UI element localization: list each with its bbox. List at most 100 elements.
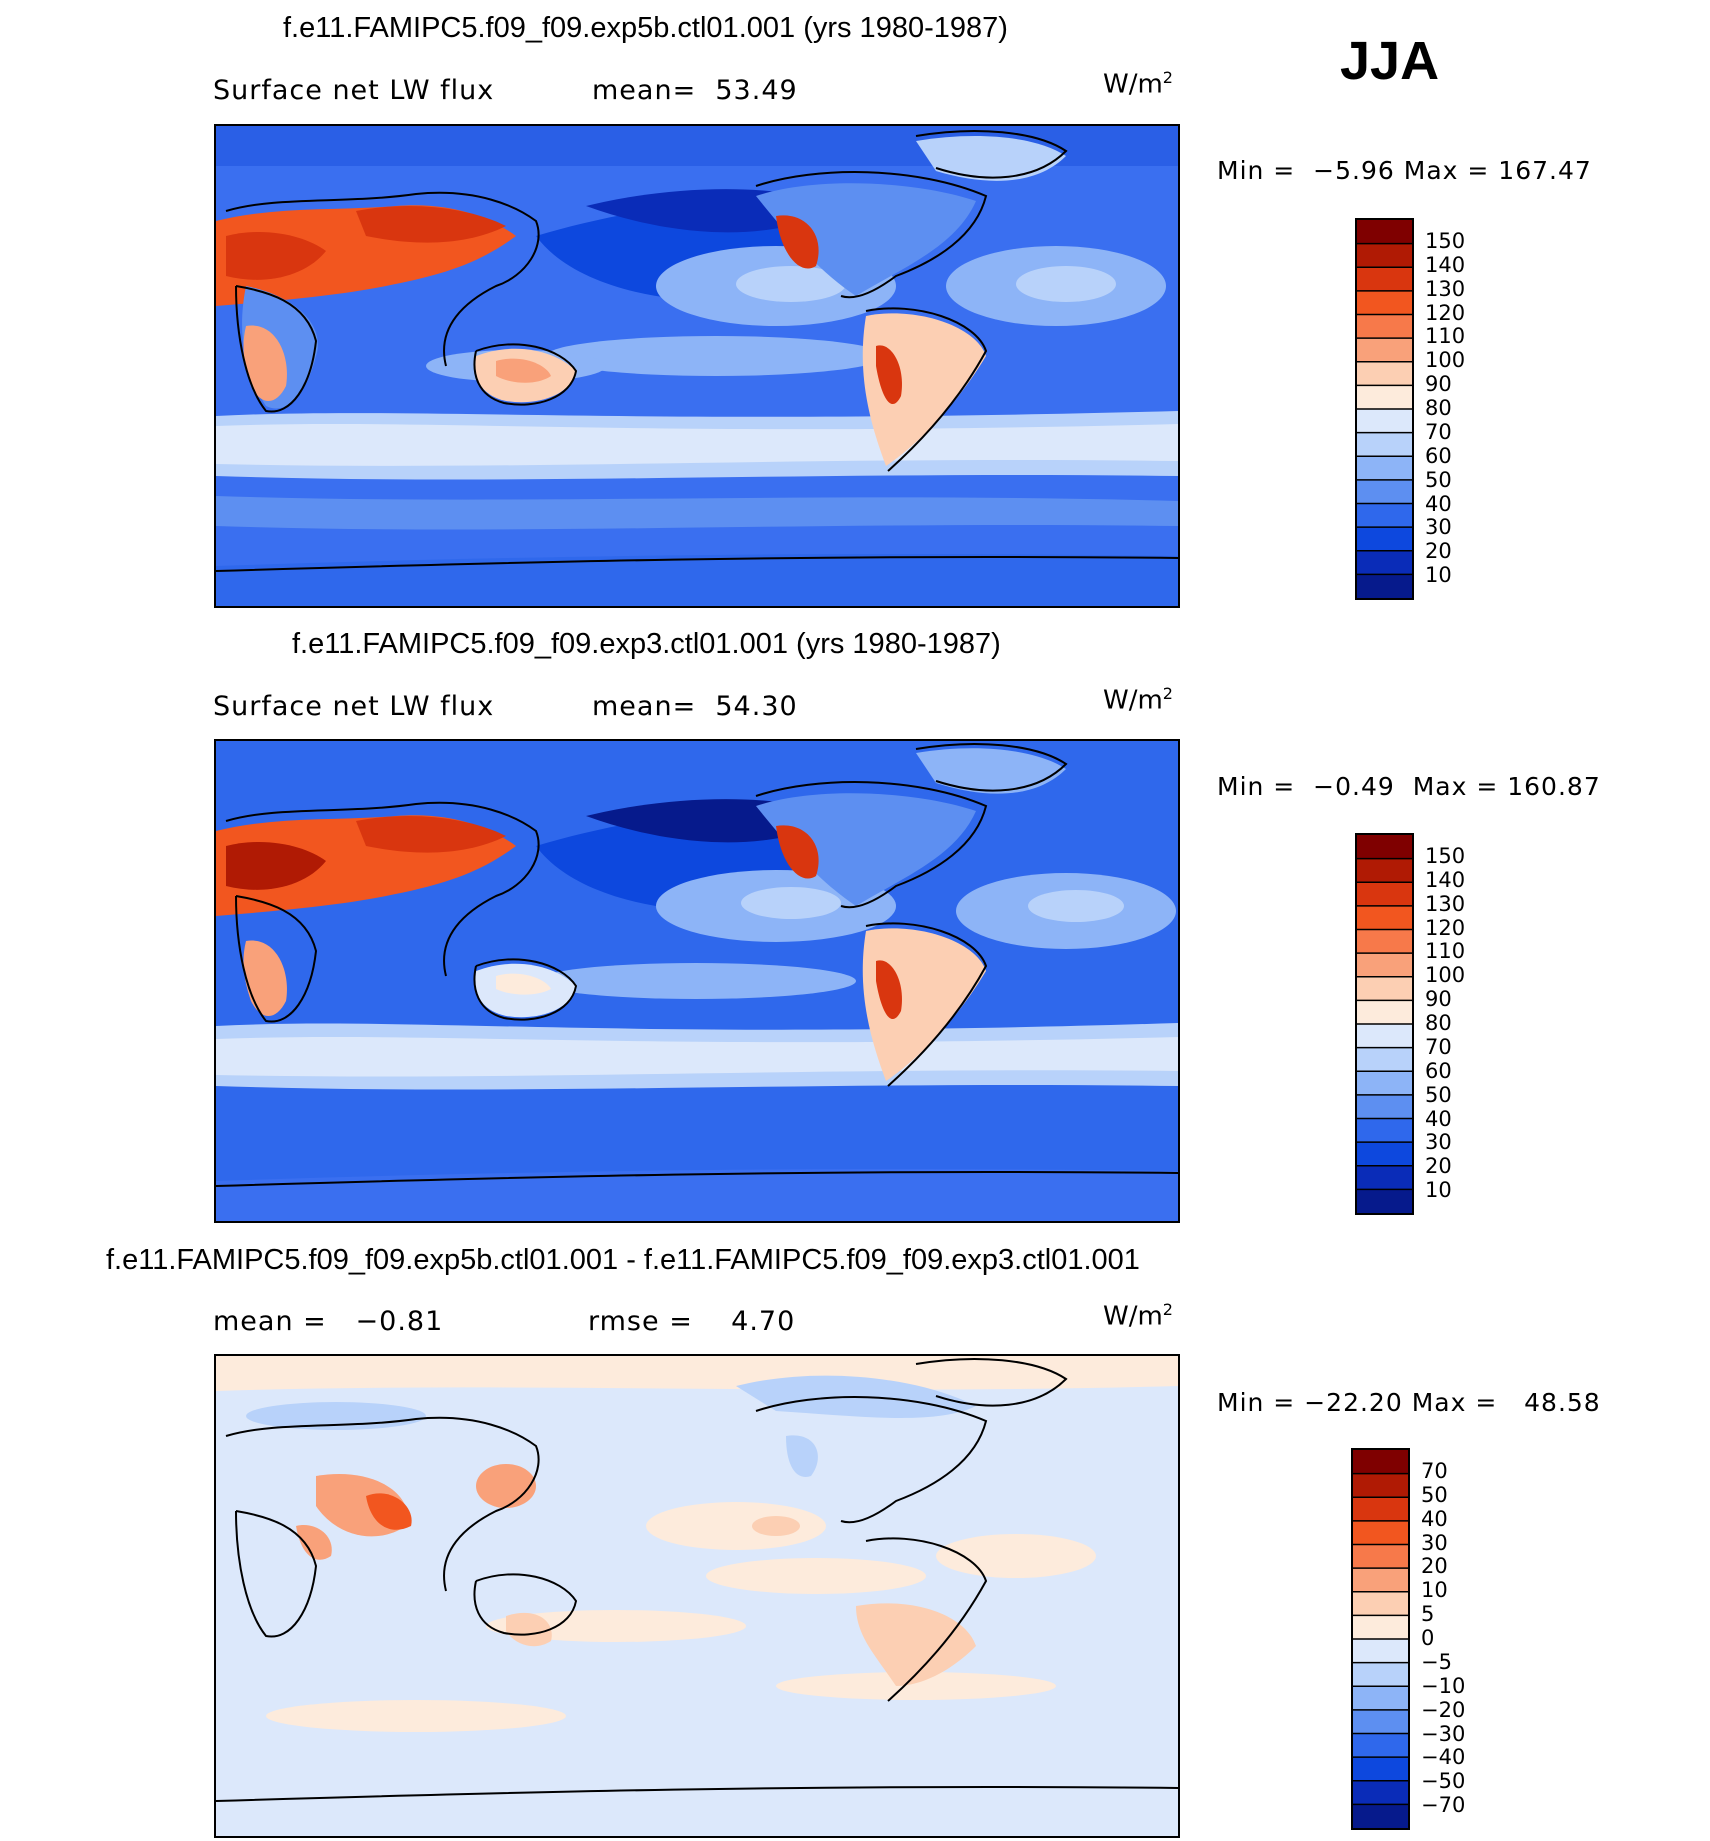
colorbar-swatch [1357, 882, 1412, 907]
panel-3-map-svg [216, 1356, 1178, 1836]
panel-3-colorbar [1351, 1448, 1410, 1830]
panel-3-mean: mean = −0.81 [213, 1306, 444, 1337]
colorbar-swatch [1357, 385, 1412, 410]
colorbar-tick-label: 0 [1421, 1626, 1435, 1650]
panel-2-unit: W/m2 [1103, 684, 1173, 716]
colorbar-swatch [1357, 835, 1412, 860]
panel-1-map-svg [216, 126, 1178, 606]
colorbar-swatch [1353, 1450, 1408, 1475]
panel-3-map [214, 1354, 1180, 1838]
panel-2-mean: mean= 54.30 [592, 691, 798, 722]
colorbar-tick-label: 140 [1425, 867, 1466, 892]
panel-1-colorbar [1355, 218, 1414, 600]
colorbar-swatch [1357, 905, 1412, 930]
colorbar-swatch [1353, 1709, 1408, 1734]
colorbar-swatch [1357, 1189, 1412, 1214]
colorbar-swatch [1357, 550, 1412, 575]
panel-2-variable: Surface net LW flux [213, 691, 495, 722]
colorbar-tick-label: 10 [1425, 563, 1452, 588]
colorbar-swatch [1357, 290, 1412, 315]
colorbar-tick-label: 110 [1425, 939, 1466, 964]
colorbar-swatch [1353, 1733, 1408, 1758]
colorbar-swatch [1357, 1047, 1412, 1072]
colorbar-tick-label: 40 [1425, 1106, 1452, 1131]
colorbar-tick-label: 50 [1425, 1082, 1452, 1107]
colorbar-swatch [1357, 432, 1412, 457]
panel-2-map-svg [216, 741, 1178, 1221]
colorbar-tick-label: 20 [1421, 1554, 1448, 1579]
colorbar-swatch [1357, 1165, 1412, 1190]
panel-1-title: f.e11.FAMIPC5.f09_f09.exp5b.ctl01.001 (y… [283, 12, 1008, 44]
colorbar-tick-label: 10 [1421, 1578, 1448, 1603]
panel-1-colorbar-svg [1357, 220, 1412, 599]
colorbar-tick-label: 50 [1421, 1482, 1448, 1507]
colorbar-tick-label: −10 [1421, 1673, 1466, 1698]
colorbar-swatch [1357, 858, 1412, 883]
colorbar-swatch [1353, 1686, 1408, 1711]
panel-3-unit: W/m2 [1103, 1300, 1173, 1332]
colorbar-swatch [1357, 976, 1412, 1001]
panel-1-unit: W/m2 [1103, 68, 1173, 100]
panel-1-map [214, 124, 1180, 608]
colorbar-swatch [1357, 479, 1412, 504]
colorbar-tick-label: 120 [1425, 915, 1466, 940]
colorbar-tick-label: 20 [1425, 1154, 1452, 1179]
colorbar-swatch [1357, 409, 1412, 434]
colorbar-swatch [1353, 1591, 1408, 1616]
colorbar-swatch [1357, 243, 1412, 268]
panel-3-colorbar-svg [1353, 1450, 1408, 1829]
colorbar-tick-label: 90 [1425, 987, 1452, 1012]
colorbar-swatch [1357, 220, 1412, 245]
colorbar-swatch [1353, 1662, 1408, 1687]
panel-1-variable: Surface net LW flux [213, 75, 495, 106]
colorbar-tick-label: 70 [1421, 1458, 1448, 1483]
colorbar-tick-label: 90 [1425, 372, 1452, 397]
colorbar-tick-label: 130 [1425, 276, 1466, 301]
colorbar-swatch [1353, 1473, 1408, 1498]
colorbar-tick-label: 60 [1425, 443, 1452, 468]
colorbar-tick-label: 30 [1425, 1130, 1452, 1155]
colorbar-tick-label: 80 [1425, 396, 1452, 420]
colorbar-tick-label: −70 [1421, 1793, 1466, 1818]
colorbar-swatch [1357, 1142, 1412, 1167]
colorbar-tick-label: 60 [1425, 1058, 1452, 1083]
colorbar-swatch [1357, 527, 1412, 552]
colorbar-swatch [1357, 338, 1412, 363]
colorbar-tick-label: 20 [1425, 539, 1452, 564]
colorbar-swatch [1353, 1568, 1408, 1593]
panel-2-map [214, 739, 1180, 1223]
colorbar-tick-label: 110 [1425, 324, 1466, 349]
colorbar-tick-label: 40 [1425, 491, 1452, 516]
colorbar-swatch [1353, 1757, 1408, 1782]
colorbar-swatch [1353, 1520, 1408, 1545]
season-label: JJA [1340, 31, 1440, 91]
colorbar-swatch [1357, 361, 1412, 386]
colorbar-tick-label: −50 [1421, 1769, 1466, 1794]
colorbar-swatch [1357, 1071, 1412, 1096]
colorbar-swatch [1353, 1804, 1408, 1829]
panel-3-minmax: Min = −22.20 Max = 48.58 [1217, 1388, 1601, 1417]
colorbar-swatch [1357, 1024, 1412, 1049]
colorbar-tick-label: −20 [1421, 1697, 1466, 1722]
colorbar-tick-label: −5 [1421, 1649, 1452, 1674]
colorbar-swatch [1353, 1544, 1408, 1569]
panel-2-title: f.e11.FAMIPC5.f09_f09.exp3.ctl01.001 (yr… [292, 628, 1001, 660]
colorbar-swatch [1353, 1780, 1408, 1805]
colorbar-tick-label: 50 [1425, 467, 1452, 492]
colorbar-tick-label: 130 [1425, 891, 1466, 916]
panel-1-mean: mean= 53.49 [592, 75, 798, 106]
colorbar-swatch [1353, 1497, 1408, 1522]
colorbar-swatch [1353, 1615, 1408, 1640]
panel-2-colorbar-svg [1357, 835, 1412, 1214]
colorbar-tick-label: 30 [1425, 515, 1452, 540]
panel-3-title: f.e11.FAMIPC5.f09_f09.exp5b.ctl01.001 - … [106, 1244, 1140, 1276]
colorbar-swatch [1357, 314, 1412, 339]
panel-1-minmax: Min = −5.96 Max = 167.47 [1217, 156, 1592, 185]
panel-2-colorbar [1355, 833, 1414, 1215]
colorbar-tick-label: 70 [1425, 419, 1452, 444]
colorbar-tick-label: 150 [1425, 843, 1466, 868]
colorbar-swatch [1357, 953, 1412, 978]
colorbar-swatch [1357, 574, 1412, 599]
colorbar-tick-label: 120 [1425, 300, 1466, 325]
colorbar-swatch [1357, 1000, 1412, 1025]
